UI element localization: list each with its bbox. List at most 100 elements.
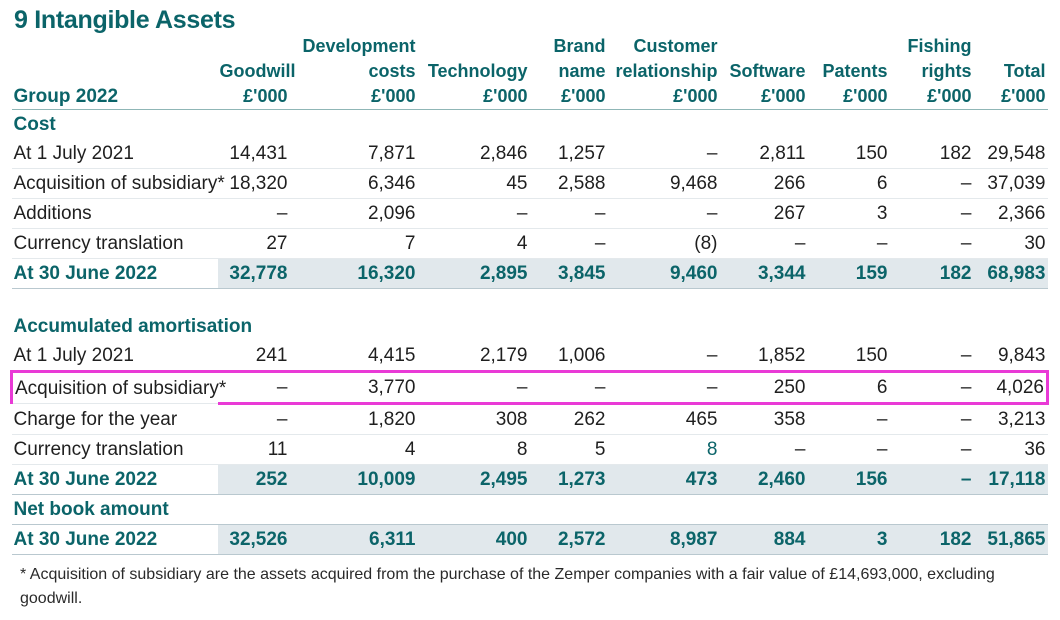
col-header-customer-relationship: Customer relationship £'000 <box>607 34 720 110</box>
table-cell: 7 <box>289 228 418 259</box>
table-cell: 2,096 <box>289 198 418 229</box>
table-row: Currency translation 11 4 8 5 8– – –36 <box>11 434 1048 465</box>
table-cell: 68,983 <box>973 258 1048 289</box>
table-cell: 4,026 <box>973 370 1049 405</box>
section-heading: Cost <box>13 114 56 135</box>
col-header-fishing-rights: Fishing rights £'000 <box>889 34 974 110</box>
row-label: At 30 June 2022 <box>11 464 218 495</box>
table-row: At 1 July 2021 14,431 7,871 2,846 1,257–2,81… <box>11 139 1048 169</box>
table-cell: 182 <box>889 139 974 169</box>
table-cell: 27 <box>217 228 290 259</box>
table-cell: 308 <box>417 403 530 435</box>
table-cell: 150 <box>807 341 890 372</box>
table-cell: 267 <box>719 198 808 229</box>
table-cell: 4,415 <box>289 341 418 372</box>
col-header-technology: Technology £'000 <box>417 34 530 110</box>
table-cell: 473 <box>607 464 720 495</box>
table-cell: 884 <box>719 524 808 555</box>
table-cell: 18,320 <box>217 168 290 199</box>
col-header-development-costs: Development costs £'000 <box>289 34 418 110</box>
table-cell: – <box>889 198 974 229</box>
col-header-patents: Patents £'000 <box>807 34 890 110</box>
section-cost: Cost <box>12 110 1048 140</box>
col-header-brand-name: Brand name £'000 <box>529 34 608 110</box>
table-cell: 30 <box>973 228 1048 259</box>
footnote: * Acquisition of subsidiary are the asse… <box>20 566 995 607</box>
table-cell: 1,006 <box>529 341 608 372</box>
table-cell: – <box>889 434 974 465</box>
table-cell: 14,431 <box>217 139 290 169</box>
row-label: Acquisition of subsidiary* <box>11 168 225 199</box>
table-cell: 6 <box>807 168 890 199</box>
table-cell: 252 <box>217 464 290 495</box>
table-cell: – <box>889 370 974 405</box>
table-cell: – <box>529 198 608 229</box>
table-cell: – <box>529 228 608 259</box>
table-cell: 8 <box>417 434 530 465</box>
table-cell: 3,845 <box>529 258 608 289</box>
table-cell: 1,820 <box>289 403 418 435</box>
table-cell: 6,346 <box>289 168 418 199</box>
table-cell: – <box>607 198 720 229</box>
table-cell: 36 <box>973 434 1048 465</box>
table-cell: – <box>807 434 890 465</box>
table-cell: – <box>889 403 974 435</box>
table-cell: 2,895 <box>417 258 530 289</box>
section-heading: Net book amount <box>13 499 169 520</box>
table-row: Additions –2,096– – –267 3–2,366 <box>11 198 1048 229</box>
table-cell: 465 <box>607 403 720 435</box>
row-label: Charge for the year <box>11 403 218 435</box>
table-cell: 1,257 <box>529 139 608 169</box>
table-cell: – <box>217 370 290 405</box>
col-header-goodwill: Goodwill £'000 <box>217 34 296 110</box>
table-cell: – <box>607 341 720 372</box>
table-cell: 45 <box>417 168 530 199</box>
row-label: At 1 July 2021 <box>11 139 218 169</box>
table-row: Charge for the year –1,820 308 262 465 358– –3… <box>11 403 1048 435</box>
highlighted-row: Acquisition of subsidiary* –3,770– – –250 6–… <box>10 370 1049 405</box>
table-cell: – <box>807 403 890 435</box>
table-cell: 2,366 <box>973 198 1048 229</box>
table-cell: 51,865 <box>973 524 1048 555</box>
table-cell: 2,588 <box>529 168 608 199</box>
table-cell: 182 <box>889 258 974 289</box>
table-cell: (8) <box>607 228 720 259</box>
table-cell: 159 <box>807 258 890 289</box>
table-cell: 9,468 <box>607 168 720 199</box>
row-label: Acquisition of subsidiary* <box>10 370 226 404</box>
table-cell: 7,871 <box>289 139 418 169</box>
table-cell: 1,273 <box>529 464 608 495</box>
table-cell: 32,778 <box>217 258 290 289</box>
table-cell: 250 <box>719 370 808 405</box>
table-cell: 2,846 <box>417 139 530 169</box>
table-cell: – <box>719 434 808 465</box>
table-cell: 29,548 <box>973 139 1048 169</box>
table-cell: 6,311 <box>289 524 418 555</box>
table-cell: 37,039 <box>973 168 1048 199</box>
section-heading: Accumulated amortisation <box>13 316 253 337</box>
row-label: At 1 July 2021 <box>11 341 218 372</box>
group-label: Group 2022 <box>11 34 218 110</box>
table-cell: – <box>889 464 974 495</box>
table-cell: 1,852 <box>719 341 808 372</box>
table-cell: 16,320 <box>289 258 418 289</box>
table-cell: – <box>889 228 974 259</box>
header-row: Group 2022 Goodwill £'000 Development cost… <box>11 34 1048 110</box>
table-cell: 262 <box>529 403 608 435</box>
row-label: Currency translation <box>11 434 218 465</box>
row-label: At 30 June 2022 <box>11 524 218 555</box>
table-cell: 4 <box>417 228 530 259</box>
table-cell: 2,179 <box>417 341 530 372</box>
table-cell: 11 <box>217 434 290 465</box>
table-cell: – <box>607 139 720 169</box>
table-row: Acquisition of subsidiary* 18,320 6,346 45 2… <box>11 168 1048 199</box>
table-cell: 2,460 <box>719 464 808 495</box>
table-cell: – <box>217 198 290 229</box>
table-cell: 8 <box>607 434 720 465</box>
table-cell: – <box>889 168 974 199</box>
table-cell: 9,843 <box>973 341 1048 372</box>
table-cell: 266 <box>719 168 808 199</box>
total-row: At 30 June 2022 32,778 16,320 2,895 3,845 9,4… <box>11 258 1048 289</box>
table-cell: 3,213 <box>973 403 1048 435</box>
table-cell: 2,572 <box>529 524 608 555</box>
